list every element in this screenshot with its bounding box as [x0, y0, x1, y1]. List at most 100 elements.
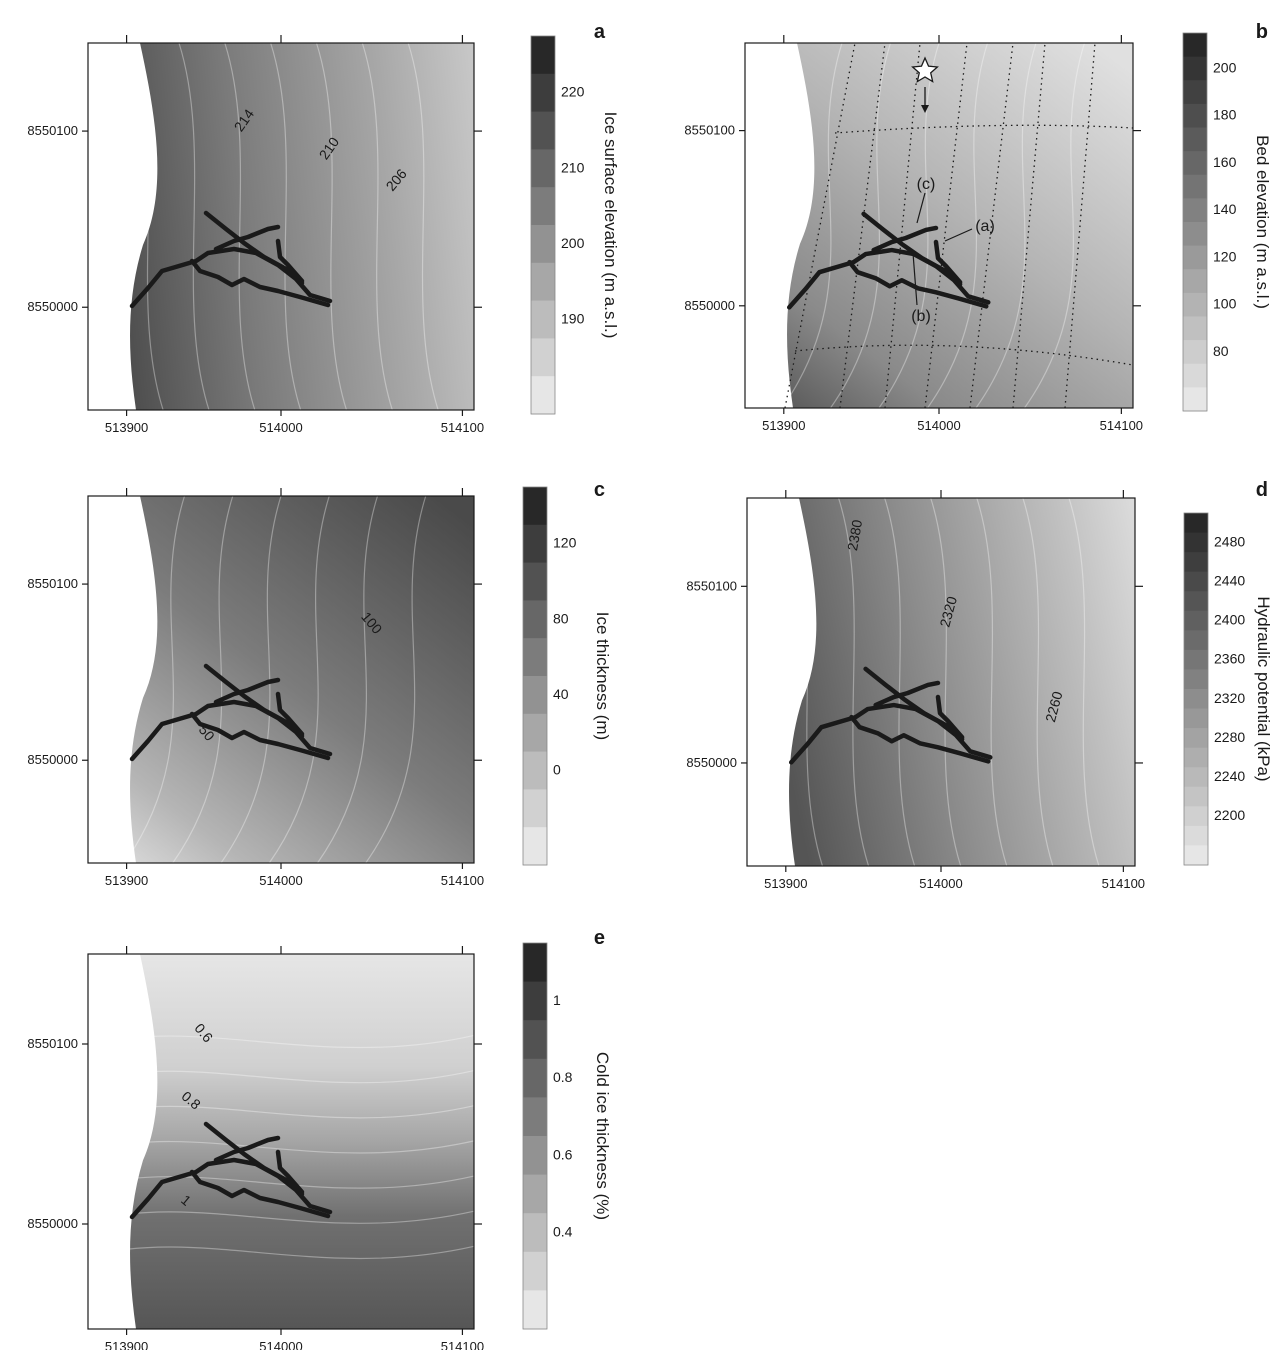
x-tick-label: 513900 [105, 420, 148, 435]
colorbar-band [1183, 80, 1207, 105]
channel-trace [213, 224, 281, 252]
colorbar-band [523, 827, 547, 866]
colorbar-band [1183, 103, 1207, 128]
colorbar-label: Ice surface elevation (m a.s.l.) [601, 112, 620, 339]
colorbar-tick-label: 2480 [1214, 533, 1245, 549]
channel-trace [275, 238, 305, 284]
channel-trace [275, 1149, 305, 1195]
no-data-region [88, 954, 158, 1329]
colorbar-band [523, 1058, 547, 1098]
colorbar-band [1184, 845, 1208, 866]
colorbar-tick-label: 1 [553, 992, 561, 1008]
contour-line [407, 42, 439, 411]
colorbar-band [1184, 649, 1208, 670]
colorbar-band [1184, 786, 1208, 807]
contour-line [1024, 42, 1086, 409]
colorbar-tick-label: 180 [1213, 107, 1237, 123]
colorbar-band [1183, 316, 1207, 341]
colorbar-band [1183, 340, 1207, 365]
colorbar-band [531, 262, 555, 302]
colorbar-band [531, 376, 555, 415]
contour-label: 2380 [844, 518, 865, 552]
colorbar-band [1183, 269, 1207, 294]
colorbar-band [523, 1136, 547, 1176]
colorbar-band [1184, 630, 1208, 651]
panel-letter: c [594, 479, 605, 501]
colorbar-band [523, 562, 547, 601]
colorbar-band [531, 73, 555, 113]
colorbar-tick-label: 210 [561, 159, 585, 175]
contour-line [224, 42, 256, 411]
colorbar-band [531, 149, 555, 188]
channel-trace [873, 680, 941, 708]
colorbar-label: Hydraulic potential (kPa) [1254, 596, 1273, 781]
map-field [88, 43, 474, 410]
colorbar-band [1184, 513, 1208, 534]
channel-trace [861, 211, 963, 287]
star-marker-icon [911, 56, 939, 83]
y-tick-label: 8550000 [27, 752, 78, 767]
colorbar-band [1184, 708, 1208, 729]
colorbar-band [523, 981, 547, 1021]
colorbar-tick-label: 140 [1213, 201, 1237, 217]
colorbar-band [523, 789, 547, 828]
panel-e: 513900 514000 514100 8550100 8550000 1 0.8 0.6 0… [27, 927, 612, 1350]
annotation-label: (c) [917, 176, 936, 193]
colorbar-band [1183, 151, 1207, 176]
colorbar-band [523, 1251, 547, 1291]
contour-line [781, 42, 843, 409]
x-tick-label: 514000 [259, 1339, 302, 1350]
contour-line [878, 42, 940, 409]
x-tick-label: 514000 [917, 418, 960, 433]
map-field [88, 954, 474, 1329]
panel-letter: b [1256, 21, 1268, 43]
colorbar-band [531, 36, 555, 75]
map-field [747, 498, 1135, 866]
colorbar-band [1183, 387, 1207, 412]
contour-line [365, 495, 427, 864]
colorbar-tick-label: 0.4 [553, 1224, 573, 1240]
y-tick-label: 8550100 [686, 578, 737, 593]
colorbar-band [1184, 669, 1208, 690]
colorbar-frame [522, 942, 548, 1330]
colorbar-band [523, 1213, 547, 1253]
x-tick-label: 514000 [919, 876, 962, 891]
contour-line [837, 497, 870, 867]
x-tick-label: 513900 [105, 873, 148, 888]
survey-line [839, 42, 886, 409]
colorbar-frame [1182, 32, 1208, 412]
colorbar-band [523, 751, 547, 790]
map-field [745, 43, 1133, 408]
channel-trace [849, 714, 991, 764]
leader-line [912, 252, 918, 306]
colorbar-tick-label: 2320 [1214, 690, 1245, 706]
colorbar-band [1183, 292, 1207, 317]
colorbar-label: Ice thickness (m) [593, 612, 612, 740]
colorbar-band [531, 111, 555, 150]
colorbar-band [1183, 363, 1207, 388]
contour-line [930, 497, 962, 867]
no-data-region [88, 496, 158, 863]
channel-trace [933, 239, 963, 285]
colorbar-label: Cold ice thickness (%) [593, 1052, 612, 1220]
colorbar-band [531, 187, 555, 226]
survey-line [924, 42, 968, 409]
colorbar-band [523, 1020, 547, 1060]
contour-line [927, 42, 989, 409]
colorbar-frame [530, 35, 556, 415]
colorbar-band [523, 487, 547, 526]
channel-trace [213, 677, 281, 705]
y-tick-label: 8550100 [684, 123, 735, 138]
colorbar-band [523, 1174, 547, 1214]
channel-trace [863, 666, 965, 742]
panel-letter: a [594, 21, 606, 43]
channel-trace [189, 711, 331, 761]
colorbar-band [523, 600, 547, 639]
contour-label: 2320 [936, 594, 960, 628]
contour-line [361, 42, 393, 411]
colorbar-band [1184, 689, 1208, 710]
colorbar-tick-label: 2360 [1214, 651, 1245, 667]
colorbar-band [531, 338, 555, 377]
map-field [88, 496, 474, 863]
